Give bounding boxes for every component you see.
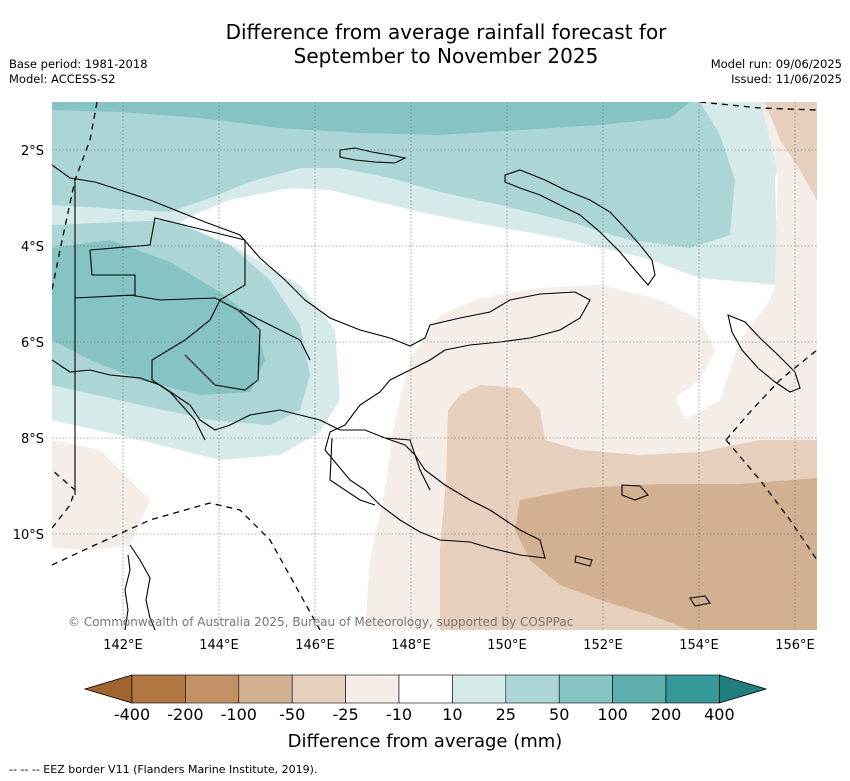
colorbar-tick-label: 25 [495,705,516,724]
colorbar-tick-label: 200 [650,705,682,724]
map-title: Difference from average rainfall forecas… [0,20,850,68]
contour-25-50-north [52,102,735,248]
eez-border-east [725,349,817,441]
colorbar-swatch [345,674,400,704]
model-name: Model: ACCESS-S2 [9,72,116,86]
colorbar-tick-label: -10 [385,705,413,724]
lon-label: 154°E [679,638,719,653]
colorbar-swatch [238,674,293,704]
lon-label: 144°E [199,638,239,653]
colorbar-tick-label: -25 [332,705,359,724]
contour-minus50-minus25-northeast [765,102,817,200]
colorbar-tick-label: -100 [220,705,257,724]
colorbar-swatch [612,674,667,704]
contour-50-100-north [52,102,690,135]
colorbar-tick-label: 100 [597,705,628,724]
meta-left: Base period: 1981-2018 Model: ACCESS-S2 [9,57,148,87]
map-area: © Commonwealth of Australia 2025, Bureau… [52,102,817,630]
eez-footnote: -- -- -- EEZ border V11 (Flanders Marine… [9,763,318,776]
copyright-text: © Commonwealth of Australia 2025, Bureau… [68,615,573,629]
eez-border-northeast [699,102,817,111]
contour-50-100-west [52,240,265,395]
lon-label: 152°E [583,638,623,653]
longitude-labels: 142°E 144°E 146°E 148°E 150°E 152°E 154°E 156°E [103,638,815,653]
lat-label: 8°S [21,432,44,447]
eez-border-south [52,502,321,630]
colorbar-tick-label: -50 [279,705,306,724]
colorbar-swatch [505,674,560,704]
colorbar-swatch [398,674,453,704]
lat-label: 2°S [21,144,44,159]
meta-right: Model run: 09/06/2025 Issued: 11/06/2025 [711,57,842,87]
colorbar-extend-low [83,674,133,704]
lat-label: 6°S [21,336,44,351]
title-line-2: September to November 2025 [293,44,599,68]
title-line-1: Difference from average rainfall forecas… [225,20,667,44]
eez-border-southeast [725,439,817,561]
colorbar-swatch [185,674,240,704]
colorbar-swatch [131,674,186,704]
island-group-southeast [574,484,711,607]
colorbar-swatch [558,674,613,704]
eez-borders [52,102,817,630]
eez-border-west [52,102,98,291]
colorbar-tick-label: 10 [442,705,463,724]
colorbar-swatch [665,674,720,704]
lon-label: 142°E [103,638,143,653]
graticule [52,102,817,630]
eez-border-southwest [52,469,76,529]
lat-label: 10°S [13,528,44,543]
colorbar-tick-label: 50 [549,705,570,724]
lon-label: 150°E [487,638,527,653]
colorbar-tick-label: -200 [167,705,204,724]
new-guinea-coast [52,164,591,559]
lat-label: 4°S [21,240,44,255]
colorbar-extend-high [719,674,768,704]
colorbar-tick-label: 400 [704,705,735,724]
contour-minus100-minus50 [515,478,817,630]
model-run: Model run: 09/06/2025 [710,57,842,71]
coastlines [52,147,801,630]
lon-label: 156°E [775,638,815,653]
issued-date: Issued: 11/06/2025 [731,72,842,86]
province-borders [74,217,431,506]
contour-minus25-minus10-southwest [52,440,150,550]
lon-label: 146°E [295,638,335,653]
colorbar-title: Difference from average (mm) [287,731,563,752]
cape-york-coast [124,544,156,630]
new-britain-coast [504,169,656,286]
colorbar-tick-label: -400 [113,705,151,724]
latitude-labels: 2°S 4°S 6°S 8°S 10°S [13,144,44,543]
colorbar-swatch [291,674,346,704]
lon-label: 148°E [391,638,431,653]
colorbar-swatch [452,674,507,704]
base-period: Base period: 1981-2018 [9,57,148,71]
colorbar [83,674,768,704]
